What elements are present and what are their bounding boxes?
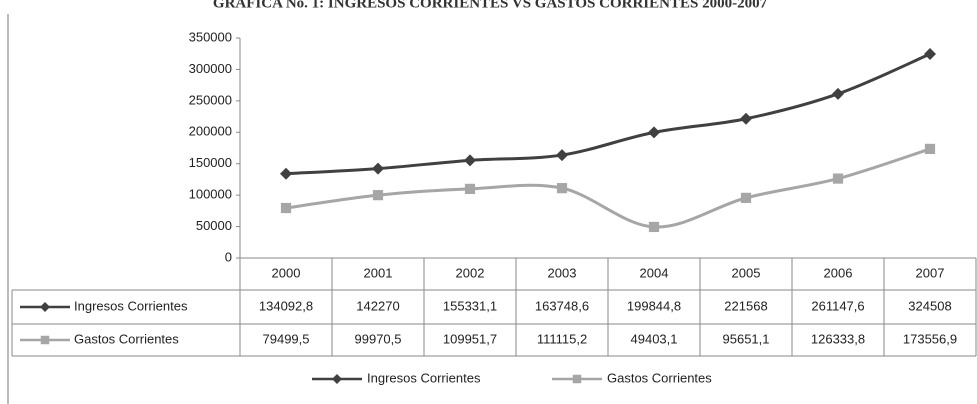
x-tick-label: 2002 — [456, 265, 485, 280]
y-tick-label: 150000 — [189, 155, 232, 170]
x-tick-label: 2004 — [640, 265, 669, 280]
marker — [740, 192, 752, 203]
marker — [372, 162, 384, 175]
marker — [832, 87, 844, 100]
x-tick-label: 2006 — [824, 265, 853, 280]
table-cell: 173556,9 — [903, 331, 957, 346]
y-tick-label: 0 — [225, 249, 232, 264]
chart-title: GRÁFICA No. 1: INGRESOS CORRIENTES VS GA… — [213, 0, 768, 11]
marker — [280, 167, 292, 180]
marker — [40, 302, 50, 312]
series-line — [285, 147, 931, 229]
table-cell: 163748,6 — [535, 298, 589, 313]
table-cell: 111115,2 — [537, 331, 587, 346]
table-cell: 155331,1 — [443, 298, 497, 313]
x-tick-label: 2003 — [548, 265, 577, 280]
marker — [572, 374, 582, 384]
marker — [556, 183, 568, 194]
x-tick-label: 2001 — [364, 265, 393, 280]
series-line — [285, 52, 931, 176]
table-cell: 134092,8 — [259, 298, 313, 313]
table-cell: 99970,5 — [355, 331, 402, 346]
marker — [648, 221, 660, 233]
table-cell: 95651,1 — [723, 331, 770, 346]
table-cell: 199844,8 — [627, 298, 681, 313]
y-tick-label: 250000 — [189, 92, 232, 107]
legend-label: Gastos Corrientes — [607, 370, 712, 385]
table-row-label: Ingresos Corrientes — [74, 298, 188, 313]
x-tick-label: 2005 — [732, 265, 761, 280]
marker — [464, 154, 476, 167]
marker — [924, 143, 936, 155]
y-tick-label: 50000 — [196, 218, 232, 233]
table-cell: 126333,8 — [811, 331, 865, 346]
y-tick-label: 100000 — [189, 187, 232, 202]
x-tick-label: 2007 — [916, 265, 945, 280]
table-cell: 324508 — [908, 298, 951, 313]
table-cell: 49403,1 — [631, 331, 678, 346]
marker — [280, 202, 292, 214]
marker — [40, 335, 50, 345]
table-cell: 261147,6 — [811, 298, 864, 313]
table-cell: 109951,7 — [443, 331, 497, 346]
table-cell: 221568 — [724, 298, 767, 313]
marker — [372, 190, 384, 201]
y-tick-label: 300000 — [189, 61, 232, 76]
y-tick-label: 350000 — [189, 29, 232, 44]
y-tick-label: 200000 — [189, 124, 232, 139]
marker — [332, 374, 342, 384]
marker — [648, 126, 660, 139]
marker — [556, 149, 568, 162]
marker — [464, 183, 476, 194]
marker — [832, 173, 844, 184]
table-cell: 79499,5 — [263, 331, 310, 346]
marker — [740, 112, 752, 125]
table-cell: 142270 — [356, 298, 399, 313]
table-row-label: Gastos Corrientes — [74, 331, 179, 346]
legend-label: Ingresos Corrientes — [367, 370, 481, 385]
x-tick-label: 2000 — [272, 265, 301, 280]
marker — [924, 48, 936, 61]
